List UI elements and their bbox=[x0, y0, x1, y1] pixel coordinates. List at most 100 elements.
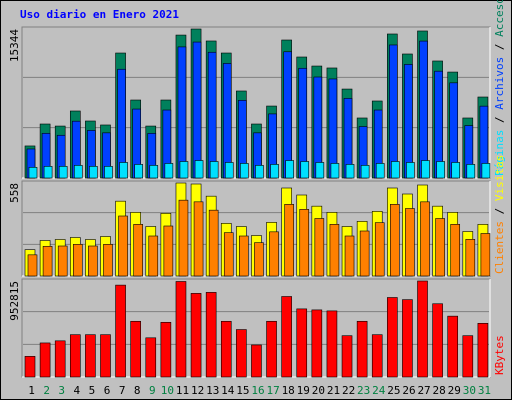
bar bbox=[224, 162, 234, 179]
legend-entry: Archivos bbox=[493, 57, 506, 110]
bar bbox=[220, 320, 232, 378]
chart-title: Uso diario en Enero 2021 bbox=[20, 8, 179, 21]
bar bbox=[27, 254, 38, 277]
x-tick-label: 3 bbox=[58, 384, 65, 397]
bar bbox=[420, 201, 430, 277]
x-tick-label: 27 bbox=[417, 384, 430, 397]
y-tick-label: 15344 bbox=[8, 29, 21, 62]
bar bbox=[236, 329, 247, 378]
bar bbox=[436, 161, 445, 179]
legend-entry: Clientes bbox=[493, 221, 506, 274]
legend-entry: Visitas bbox=[493, 155, 506, 201]
x-tick-label: 31 bbox=[478, 384, 491, 397]
x-tick-label: 17 bbox=[266, 384, 279, 397]
legend-entry: Páginas bbox=[493, 130, 506, 176]
bar bbox=[266, 320, 277, 378]
bar bbox=[359, 230, 370, 277]
y-tick-label: 952815 bbox=[8, 281, 21, 321]
bar bbox=[39, 342, 51, 378]
x-tick-label: 22 bbox=[342, 384, 355, 397]
bar bbox=[341, 335, 353, 378]
x-tick-label: 5 bbox=[89, 384, 96, 397]
bar bbox=[103, 244, 113, 277]
bar bbox=[190, 293, 202, 378]
bar bbox=[389, 44, 398, 179]
bar bbox=[255, 165, 264, 179]
bar bbox=[163, 225, 174, 277]
x-tick-label: 24 bbox=[372, 384, 386, 397]
bar bbox=[28, 167, 38, 179]
bar bbox=[450, 224, 461, 277]
bar bbox=[330, 163, 340, 179]
bar bbox=[404, 64, 413, 179]
bar bbox=[118, 215, 128, 277]
bar bbox=[356, 320, 368, 378]
bar bbox=[115, 284, 126, 378]
bar bbox=[311, 309, 323, 378]
bar bbox=[281, 296, 292, 378]
x-tick-label: 6 bbox=[104, 384, 111, 397]
bar bbox=[24, 356, 36, 378]
legend-separator: / bbox=[493, 201, 506, 221]
x-tick-label: 4 bbox=[74, 384, 81, 397]
x-tick-label: 16 bbox=[251, 384, 264, 397]
bar bbox=[254, 242, 264, 277]
bar bbox=[117, 68, 126, 179]
legend-separator: / bbox=[493, 110, 506, 130]
bar bbox=[371, 334, 383, 378]
bar bbox=[209, 161, 219, 179]
bar bbox=[477, 322, 489, 378]
bar bbox=[406, 162, 415, 179]
bar bbox=[104, 166, 113, 179]
x-tick-label: 26 bbox=[402, 384, 415, 397]
x-tick-label: 2 bbox=[43, 384, 50, 397]
bar bbox=[466, 164, 476, 179]
bar bbox=[269, 231, 279, 277]
bar bbox=[462, 335, 474, 378]
bar bbox=[447, 315, 459, 378]
bar bbox=[374, 222, 385, 277]
x-tick-label: 19 bbox=[297, 384, 310, 397]
y-tick-label: 558 bbox=[8, 183, 21, 203]
bar bbox=[299, 209, 310, 277]
bar bbox=[130, 320, 141, 378]
legend: Clientes / Visitas bbox=[493, 155, 506, 274]
bar bbox=[251, 344, 262, 378]
bar bbox=[435, 218, 445, 277]
bar bbox=[451, 162, 461, 179]
x-tick-label: 21 bbox=[327, 384, 340, 397]
bar bbox=[72, 244, 83, 277]
bar bbox=[222, 63, 232, 179]
bar bbox=[54, 340, 66, 378]
legend: KBytes bbox=[493, 335, 506, 375]
x-tick-label: 28 bbox=[433, 384, 446, 397]
legend: Páginas / Archivos / Accesos bbox=[493, 0, 506, 176]
legend-separator: / bbox=[493, 37, 506, 57]
bar bbox=[73, 165, 83, 179]
bar bbox=[402, 299, 413, 378]
bar bbox=[148, 235, 159, 277]
bar bbox=[69, 334, 81, 378]
x-tick-label: 8 bbox=[134, 384, 141, 397]
bar bbox=[480, 233, 491, 277]
bar bbox=[360, 165, 370, 179]
bar bbox=[329, 224, 340, 277]
bar bbox=[417, 280, 428, 378]
x-tick-label: 11 bbox=[176, 384, 189, 397]
legend-entry: Accesos bbox=[493, 0, 506, 37]
bar bbox=[133, 224, 143, 277]
bar bbox=[57, 245, 68, 277]
bar bbox=[315, 162, 325, 179]
bar bbox=[432, 303, 443, 378]
bar bbox=[194, 160, 204, 179]
bar bbox=[160, 321, 172, 378]
bar bbox=[314, 218, 325, 277]
bar bbox=[119, 162, 128, 179]
bar bbox=[164, 163, 174, 179]
x-tick-label: 18 bbox=[282, 384, 295, 397]
bar bbox=[145, 337, 157, 378]
bar bbox=[391, 161, 400, 179]
bar bbox=[175, 281, 187, 378]
bar bbox=[481, 163, 491, 179]
